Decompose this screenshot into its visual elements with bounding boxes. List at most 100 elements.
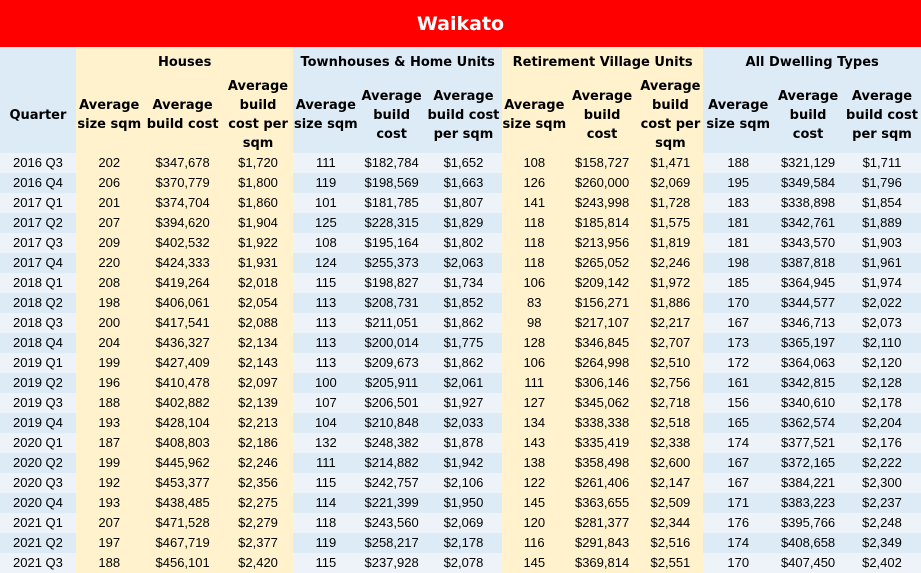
retirement-per-sqm-cell: $1,819	[637, 233, 704, 253]
townhouses-per-sqm-cell: $1,652	[425, 153, 502, 173]
townhouses-size-cell: 124	[293, 253, 359, 273]
townhouses-cost-cell: $211,051	[358, 313, 425, 333]
houses-cost-cell: $427,409	[142, 353, 223, 373]
retirement-cost-cell: $261,406	[566, 473, 638, 493]
houses-per-sqm-cell: $2,054	[222, 293, 294, 313]
houses-cost-cell: $471,528	[142, 513, 223, 533]
all-per-sqm-cell: $1,903	[842, 233, 921, 253]
table-row: 2020 Q2 199 $445,962 $2,246 111 $214,882 $1,94…	[0, 453, 921, 473]
all-size-cell: 195	[703, 173, 774, 193]
all-size-cell: 170	[703, 553, 774, 573]
table-row: 2017 Q1 201 $374,704 $1,860 101 $181,785 $1,80…	[0, 193, 921, 213]
all-per-sqm-cell: $1,711	[842, 153, 921, 173]
all-per-sqm-cell: $2,300	[842, 473, 921, 493]
retirement-cost-cell: $209,142	[566, 273, 638, 293]
townhouses-size-cell: 104	[293, 413, 359, 433]
houses-size-cell: 187	[75, 433, 143, 453]
houses-cost-cell: $406,061	[142, 293, 223, 313]
houses-per-sqm-cell: $2,097	[222, 373, 294, 393]
houses-size-cell: 199	[75, 453, 143, 473]
houses-size-cell: 202	[75, 153, 143, 173]
quarter-cell: 2020 Q3	[0, 473, 76, 493]
all-cost-cell: $365,197	[773, 333, 843, 353]
all-size-cell: 170	[703, 293, 774, 313]
retirement-cost-cell: $335,419	[566, 433, 638, 453]
houses-cost-cell: $424,333	[142, 253, 223, 273]
houses-per-sqm-header: Average build cost per sqm	[222, 77, 294, 153]
table-row: 2019 Q4 193 $428,104 $2,213 104 $210,848 $2,03…	[0, 413, 921, 433]
all-size-header: Average size sqm	[703, 77, 774, 153]
all-cost-cell: $372,165	[773, 453, 843, 473]
quarter-cell: 2018 Q4	[0, 333, 76, 353]
quarter-cell: 2018 Q1	[0, 273, 76, 293]
table-row: 2021 Q2 197 $467,719 $2,377 119 $258,217 $2,17…	[0, 533, 921, 553]
townhouses-cost-cell: $210,848	[358, 413, 425, 433]
all-size-cell: 174	[703, 433, 774, 453]
retirement-cost-cell: $213,956	[566, 233, 638, 253]
retirement-cost-cell: $345,062	[566, 393, 638, 413]
townhouses-per-sqm-cell: $2,033	[425, 413, 502, 433]
houses-size-cell: 198	[75, 293, 143, 313]
townhouses-cost-cell: $228,315	[358, 213, 425, 233]
all-size-cell: 183	[703, 193, 774, 213]
all-size-cell: 172	[703, 353, 774, 373]
table-row: 2019 Q1 199 $427,409 $2,143 113 $209,673 $1,86…	[0, 353, 921, 373]
quarter-cell: 2019 Q1	[0, 353, 76, 373]
table-row: 2018 Q1 208 $419,264 $2,018 115 $198,827 $1,73…	[0, 273, 921, 293]
townhouses-size-cell: 113	[293, 313, 359, 333]
retirement-per-sqm-cell: $2,246	[637, 253, 704, 273]
houses-size-cell: 188	[75, 553, 143, 573]
retirement-per-sqm-cell: $2,718	[637, 393, 704, 413]
retirement-size-cell: 128	[501, 333, 567, 353]
townhouses-size-cell: 114	[293, 493, 359, 513]
townhouses-per-sqm-cell: $1,878	[425, 433, 502, 453]
townhouses-per-sqm-cell: $1,950	[425, 493, 502, 513]
houses-per-sqm-cell: $2,279	[222, 513, 294, 533]
houses-per-sqm-cell: $2,420	[222, 553, 294, 573]
houses-size-cell: 199	[75, 353, 143, 373]
all-cost-cell: $342,761	[773, 213, 843, 233]
all-cost-cell: $338,898	[773, 193, 843, 213]
all-cost-cell: $408,658	[773, 533, 843, 553]
title-banner: Waikato	[0, 0, 921, 47]
townhouses-size-cell: 113	[293, 293, 359, 313]
townhouses-per-sqm-cell: $2,178	[425, 533, 502, 553]
houses-per-sqm-cell: $2,246	[222, 453, 294, 473]
group-townhouses: Townhouses & Home Units	[293, 47, 502, 77]
townhouses-cost-cell: $205,911	[358, 373, 425, 393]
all-cost-cell: $384,221	[773, 473, 843, 493]
retirement-size-cell: 143	[501, 433, 567, 453]
all-size-cell: 181	[703, 233, 774, 253]
houses-size-cell: 207	[75, 213, 143, 233]
all-cost-cell: $377,521	[773, 433, 843, 453]
retirement-size-cell: 83	[501, 293, 567, 313]
retirement-size-cell: 106	[501, 273, 567, 293]
retirement-size-cell: 122	[501, 473, 567, 493]
townhouses-size-cell: 119	[293, 173, 359, 193]
townhouses-cost-cell: $200,014	[358, 333, 425, 353]
group-retirement: Retirement Village Units	[501, 47, 704, 77]
all-cost-cell: $343,570	[773, 233, 843, 253]
houses-size-cell: 197	[75, 533, 143, 553]
retirement-per-sqm-cell: $2,509	[637, 493, 704, 513]
quarter-cell: 2019 Q4	[0, 413, 76, 433]
table-body: 2016 Q3 202 $347,678 $1,720 111 $182,784 $1,65…	[0, 153, 921, 573]
quarter-cell: 2018 Q3	[0, 313, 76, 333]
retirement-size-cell: 98	[501, 313, 567, 333]
retirement-cost-cell: $363,655	[566, 493, 638, 513]
retirement-per-sqm-cell: $1,471	[637, 153, 704, 173]
all-cost-cell: $349,584	[773, 173, 843, 193]
townhouses-per-sqm-cell: $2,061	[425, 373, 502, 393]
retirement-cost-cell: $338,338	[566, 413, 638, 433]
retirement-per-sqm-cell: $2,217	[637, 313, 704, 333]
quarter-cell: 2021 Q2	[0, 533, 76, 553]
table-row: 2016 Q4 206 $370,779 $1,800 119 $198,569 $1,66…	[0, 173, 921, 193]
retirement-per-sqm-cell: $2,069	[637, 173, 704, 193]
quarter-cell: 2020 Q1	[0, 433, 76, 453]
all-per-sqm-cell: $2,402	[842, 553, 921, 573]
houses-per-sqm-cell: $2,186	[222, 433, 294, 453]
houses-per-sqm-cell: $2,356	[222, 473, 294, 493]
townhouses-per-sqm-cell: $2,078	[425, 553, 502, 573]
retirement-size-cell: 116	[501, 533, 567, 553]
